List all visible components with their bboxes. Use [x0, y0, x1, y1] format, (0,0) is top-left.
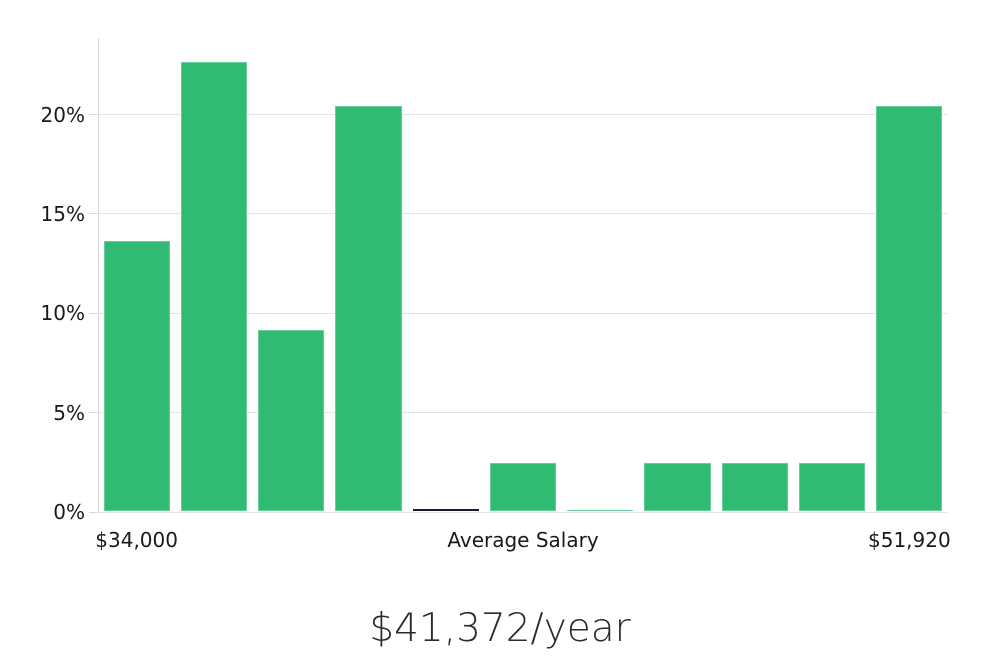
bar — [180, 61, 248, 511]
x-tick-label: Average Salary — [447, 528, 599, 552]
y-tick-label: 5% — [53, 400, 85, 425]
y-tick-label: 20% — [40, 102, 85, 127]
bar — [335, 105, 402, 511]
y-axis-tickmark — [89, 312, 98, 314]
bar — [258, 330, 325, 511]
bar — [489, 463, 557, 511]
bar — [103, 240, 170, 511]
y-tick-label: 15% — [40, 201, 85, 226]
bar — [798, 463, 866, 511]
y-axis-tickmark — [89, 412, 98, 414]
bar — [721, 463, 788, 511]
gridline — [98, 511, 948, 513]
x-tick-label: $34,000 — [95, 528, 178, 552]
y-axis-tickmark — [89, 114, 98, 116]
y-axis-spine — [98, 38, 99, 512]
x-tick-label: $51,920 — [868, 528, 951, 552]
bar — [876, 105, 943, 511]
y-tick-label: 10% — [40, 301, 85, 326]
gridline — [98, 412, 948, 414]
plot-area — [89, 38, 948, 513]
gridline — [98, 312, 948, 314]
gridline — [98, 213, 948, 215]
chart-title: $41,372/year — [369, 606, 631, 651]
bar — [644, 463, 711, 511]
gridline — [98, 114, 948, 116]
bar — [412, 508, 479, 511]
y-axis-tickmark — [89, 511, 98, 513]
y-axis-tickmark — [89, 213, 98, 215]
y-tick-label: 0% — [53, 500, 85, 524]
bar — [567, 509, 634, 511]
